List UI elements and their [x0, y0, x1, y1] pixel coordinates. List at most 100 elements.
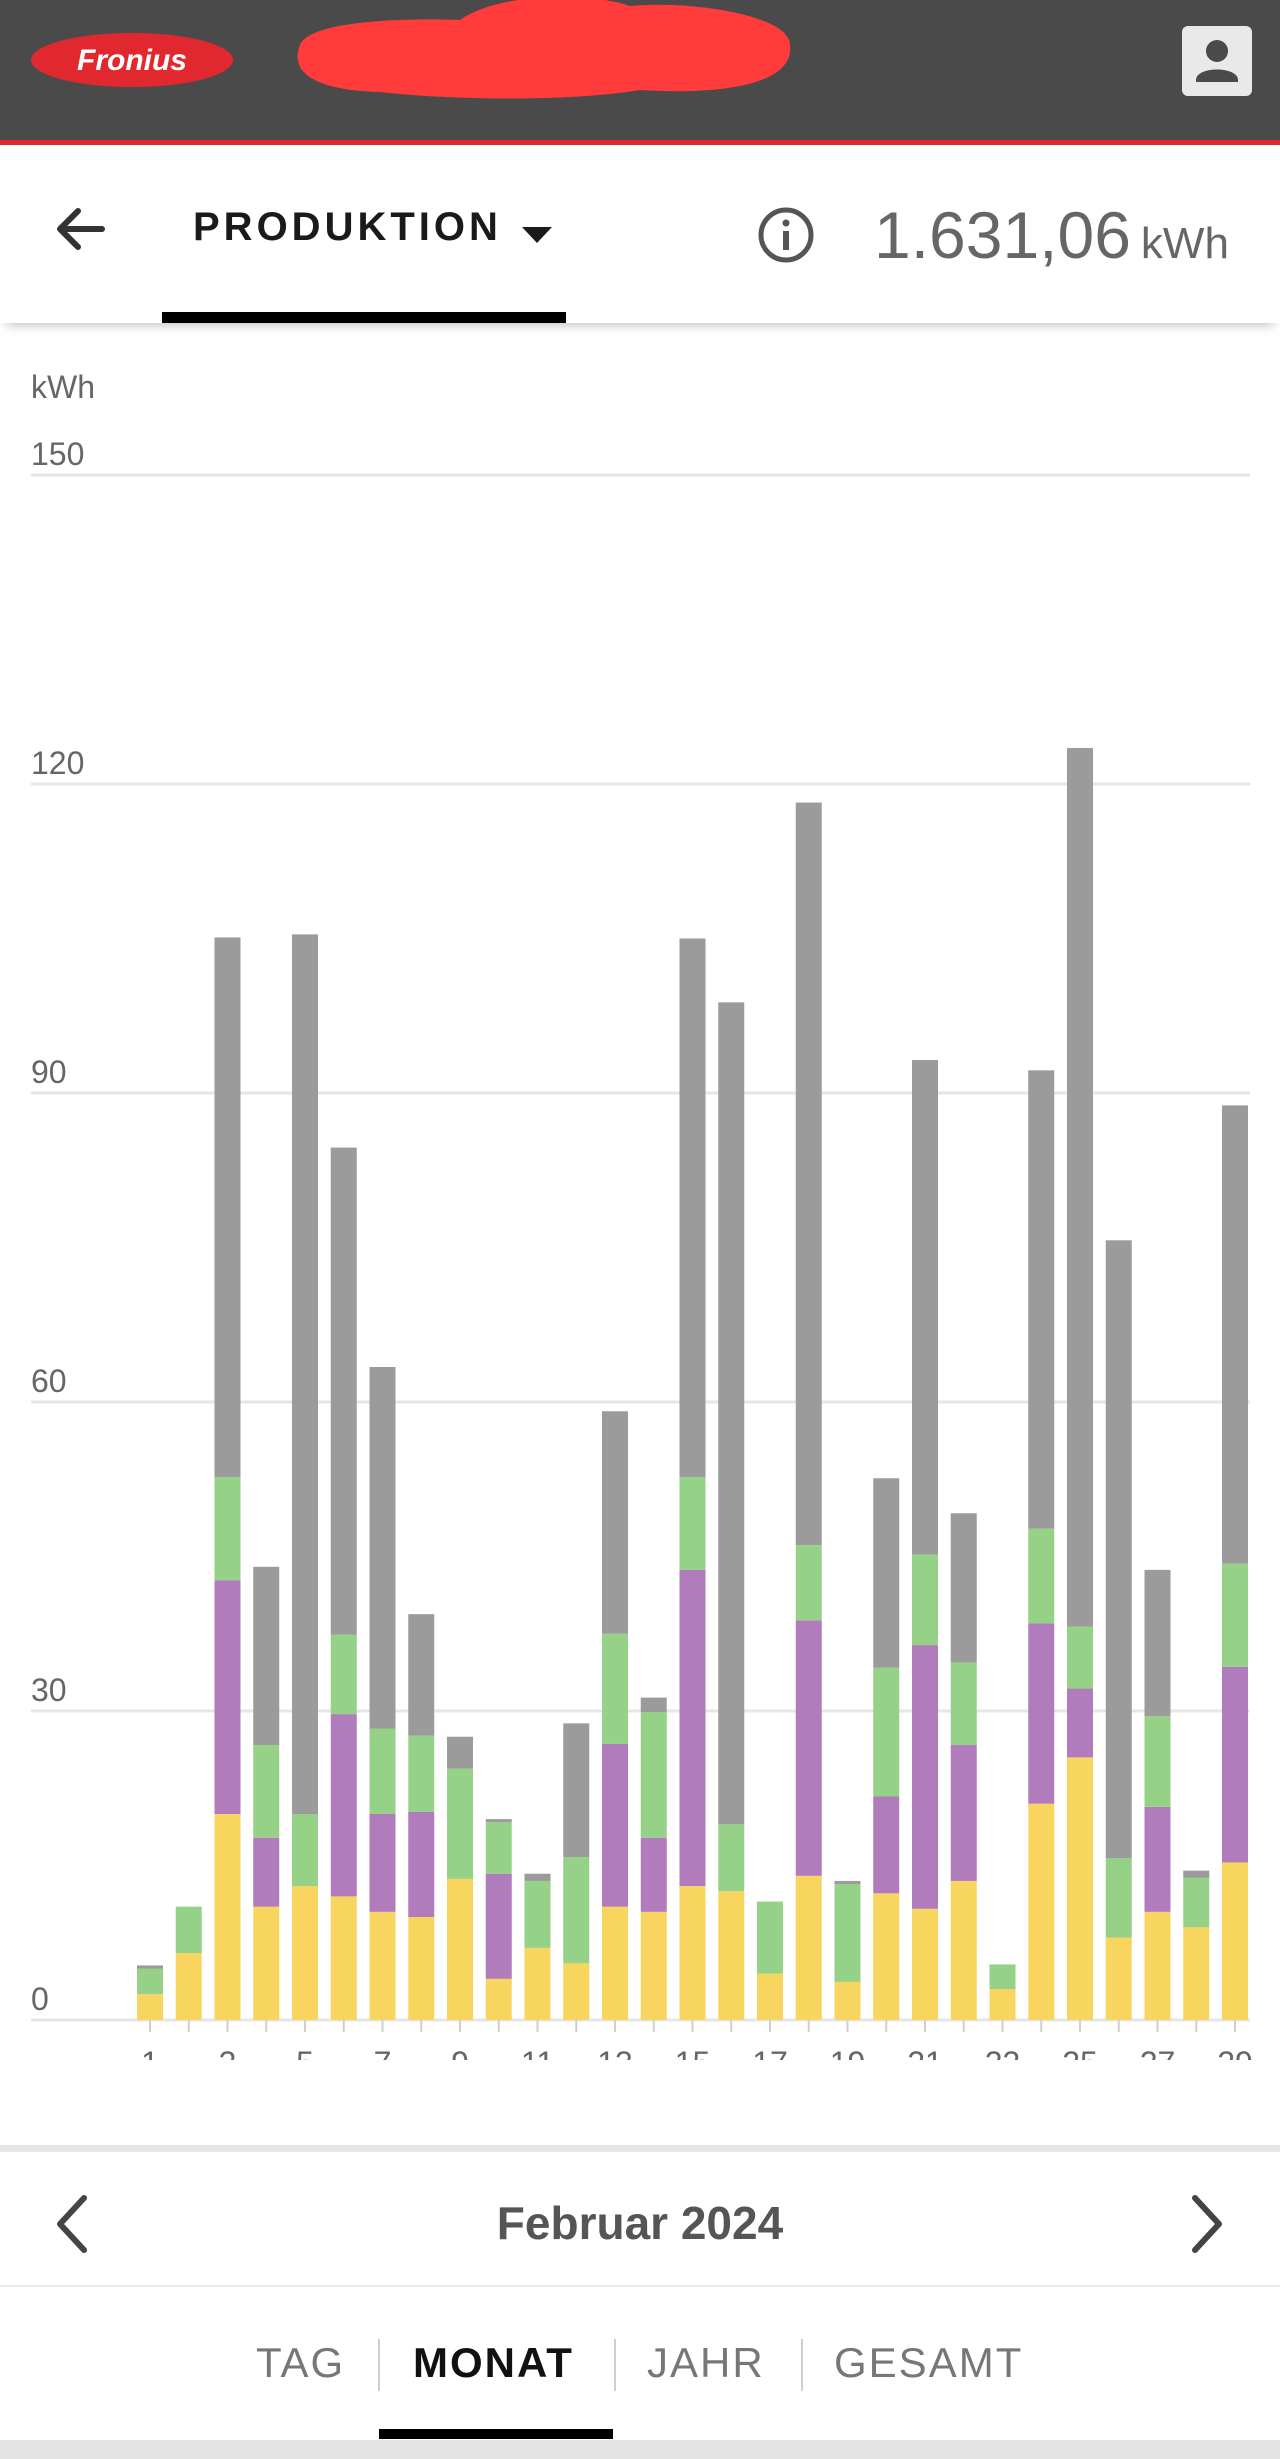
bar-segment-day-23-series-2[interactable] — [989, 1964, 1016, 1990]
bar-segment-day-21-series-3[interactable] — [912, 1060, 938, 1555]
bar-segment-day-9-series-2[interactable] — [447, 1768, 473, 1879]
bar-segment-day-2-series-2[interactable] — [175, 1906, 202, 1954]
bar-segment-day-27-series-0[interactable] — [1144, 1911, 1171, 2020]
tab-gesamt[interactable]: GESAMT — [834, 2339, 1024, 2386]
bar-segment-day-28-series-3[interactable] — [1183, 1870, 1210, 1878]
bar-segment-day-13-series-3[interactable] — [602, 1411, 628, 1634]
bar-segment-day-1-series-2[interactable] — [137, 1968, 163, 1995]
bar-segment-day-20-series-2[interactable] — [873, 1667, 900, 1797]
bar-segment-day-7-series-2[interactable] — [369, 1728, 396, 1814]
bar-segment-day-26-series-0[interactable] — [1105, 1937, 1132, 2020]
bar-segment-day-19-series-0[interactable] — [834, 1981, 861, 2020]
bar-segment-day-4-series-1[interactable] — [253, 1837, 280, 1907]
bar-segment-day-1-series-0[interactable] — [137, 1994, 163, 2020]
bar-segment-day-27-series-1[interactable] — [1144, 1806, 1171, 1912]
bar-segment-day-6-series-3[interactable] — [330, 1147, 357, 1635]
bar-segment-day-16-series-2[interactable] — [718, 1824, 745, 1892]
bar-segment-day-12-series-0[interactable] — [563, 1963, 590, 2020]
bar-segment-day-15-series-3[interactable] — [679, 938, 706, 1478]
tab-monat[interactable]: MONAT — [413, 2339, 574, 2386]
bar-segment-day-25-series-0[interactable] — [1067, 1757, 1093, 2020]
bar-segment-day-23-series-0[interactable] — [989, 1989, 1016, 2020]
bar-segment-day-25-series-1[interactable] — [1067, 1688, 1093, 1758]
bar-segment-day-24-series-3[interactable] — [1028, 1070, 1055, 1529]
bar-segment-day-6-series-2[interactable] — [330, 1634, 357, 1715]
bar-segment-day-10-series-0[interactable] — [485, 1978, 512, 2020]
bar-segment-day-22-series-0[interactable] — [950, 1880, 977, 2020]
bar-segment-day-21-series-1[interactable] — [912, 1645, 938, 1909]
bar-segment-day-29-series-3[interactable] — [1222, 1105, 1248, 1564]
bar-segment-day-21-series-0[interactable] — [912, 1908, 938, 2020]
bar-segment-day-24-series-0[interactable] — [1028, 1803, 1055, 2020]
bar-segment-day-3-series-0[interactable] — [214, 1814, 241, 2020]
bar-segment-day-18-series-2[interactable] — [795, 1545, 822, 1621]
bar-segment-day-12-series-3[interactable] — [563, 1723, 590, 1858]
bar-segment-day-22-series-1[interactable] — [950, 1744, 977, 1881]
bar-segment-day-26-series-2[interactable] — [1105, 1858, 1132, 1938]
bar-segment-day-3-series-2[interactable] — [214, 1477, 241, 1581]
bar-segment-day-17-series-2[interactable] — [757, 1901, 783, 1974]
tab-tag[interactable]: TAG — [256, 2339, 346, 2386]
bar-segment-day-1-series-3[interactable] — [137, 1965, 163, 1969]
bar-segment-day-27-series-3[interactable] — [1144, 1569, 1171, 1717]
bar-segment-day-7-series-3[interactable] — [369, 1366, 396, 1729]
bar-segment-day-7-series-0[interactable] — [369, 1911, 396, 2020]
bar-segment-day-3-series-3[interactable] — [214, 937, 241, 1478]
bar-segment-day-19-series-2[interactable] — [834, 1884, 861, 1982]
bar-segment-day-2-series-0[interactable] — [175, 1953, 202, 2020]
bar-segment-day-4-series-3[interactable] — [253, 1566, 280, 1745]
bar-segment-day-16-series-0[interactable] — [718, 1891, 745, 2020]
bar-segment-day-9-series-3[interactable] — [447, 1736, 473, 1769]
bar-segment-day-4-series-0[interactable] — [253, 1906, 280, 2020]
bar-segment-day-5-series-2[interactable] — [292, 1814, 318, 1887]
bar-segment-day-8-series-3[interactable] — [408, 1614, 435, 1736]
bar-segment-day-11-series-0[interactable] — [524, 1947, 551, 2020]
bar-segment-day-4-series-2[interactable] — [253, 1744, 280, 1838]
bar-segment-day-6-series-1[interactable] — [330, 1714, 357, 1897]
bar-segment-day-26-series-3[interactable] — [1105, 1240, 1132, 1859]
bar-segment-day-25-series-2[interactable] — [1067, 1626, 1093, 1689]
bar-segment-day-13-series-1[interactable] — [602, 1743, 628, 1907]
bar-segment-day-13-series-0[interactable] — [602, 1906, 628, 2020]
bar-segment-day-10-series-2[interactable] — [485, 1822, 512, 1874]
bar-segment-day-15-series-2[interactable] — [679, 1477, 706, 1570]
tab-jahr[interactable]: JAHR — [647, 2339, 765, 2386]
user-profile-button[interactable] — [1182, 26, 1252, 96]
bar-segment-day-22-series-2[interactable] — [950, 1662, 977, 1745]
bar-segment-day-15-series-1[interactable] — [679, 1569, 706, 1887]
bar-segment-day-10-series-3[interactable] — [485, 1819, 512, 1823]
bar-segment-day-22-series-3[interactable] — [950, 1513, 977, 1663]
bar-segment-day-20-series-0[interactable] — [873, 1893, 900, 2020]
bar-segment-day-20-series-1[interactable] — [873, 1796, 900, 1894]
bar-segment-day-18-series-0[interactable] — [795, 1875, 822, 2020]
chevron-left-icon[interactable] — [50, 2192, 94, 2256]
bar-segment-day-25-series-3[interactable] — [1067, 747, 1093, 1627]
bar-segment-day-28-series-2[interactable] — [1183, 1877, 1210, 1928]
bar-segment-day-10-series-1[interactable] — [485, 1873, 512, 1979]
bar-segment-day-5-series-3[interactable] — [292, 934, 318, 1814]
bar-segment-day-24-series-1[interactable] — [1028, 1623, 1055, 1804]
bar-segment-day-14-series-3[interactable] — [640, 1697, 667, 1713]
bar-segment-day-29-series-0[interactable] — [1222, 1862, 1248, 2020]
bar-segment-day-28-series-0[interactable] — [1183, 1927, 1210, 2020]
info-circle-icon[interactable] — [756, 205, 816, 265]
bar-segment-day-17-series-0[interactable] — [757, 1973, 783, 2020]
bar-segment-day-5-series-0[interactable] — [292, 1886, 318, 2020]
bar-segment-day-8-series-1[interactable] — [408, 1811, 435, 1917]
bar-segment-day-15-series-0[interactable] — [679, 1886, 706, 2020]
bar-segment-day-16-series-3[interactable] — [718, 1002, 745, 1825]
bar-segment-day-18-series-1[interactable] — [795, 1620, 822, 1876]
bar-segment-day-18-series-3[interactable] — [795, 802, 822, 1546]
bar-segment-day-14-series-1[interactable] — [640, 1837, 667, 1912]
bar-segment-day-19-series-3[interactable] — [834, 1880, 861, 1885]
bar-segment-day-14-series-2[interactable] — [640, 1712, 667, 1838]
bar-segment-day-9-series-0[interactable] — [447, 1878, 473, 2020]
bar-segment-day-29-series-2[interactable] — [1222, 1563, 1248, 1667]
bar-segment-day-7-series-1[interactable] — [369, 1814, 396, 1912]
bar-segment-day-11-series-2[interactable] — [524, 1880, 551, 1948]
bar-segment-day-24-series-2[interactable] — [1028, 1528, 1055, 1624]
back-button[interactable] — [48, 197, 112, 261]
bar-segment-day-8-series-0[interactable] — [408, 1917, 435, 2020]
bar-segment-day-8-series-2[interactable] — [408, 1735, 435, 1812]
chevron-right-icon[interactable] — [1185, 2192, 1229, 2256]
